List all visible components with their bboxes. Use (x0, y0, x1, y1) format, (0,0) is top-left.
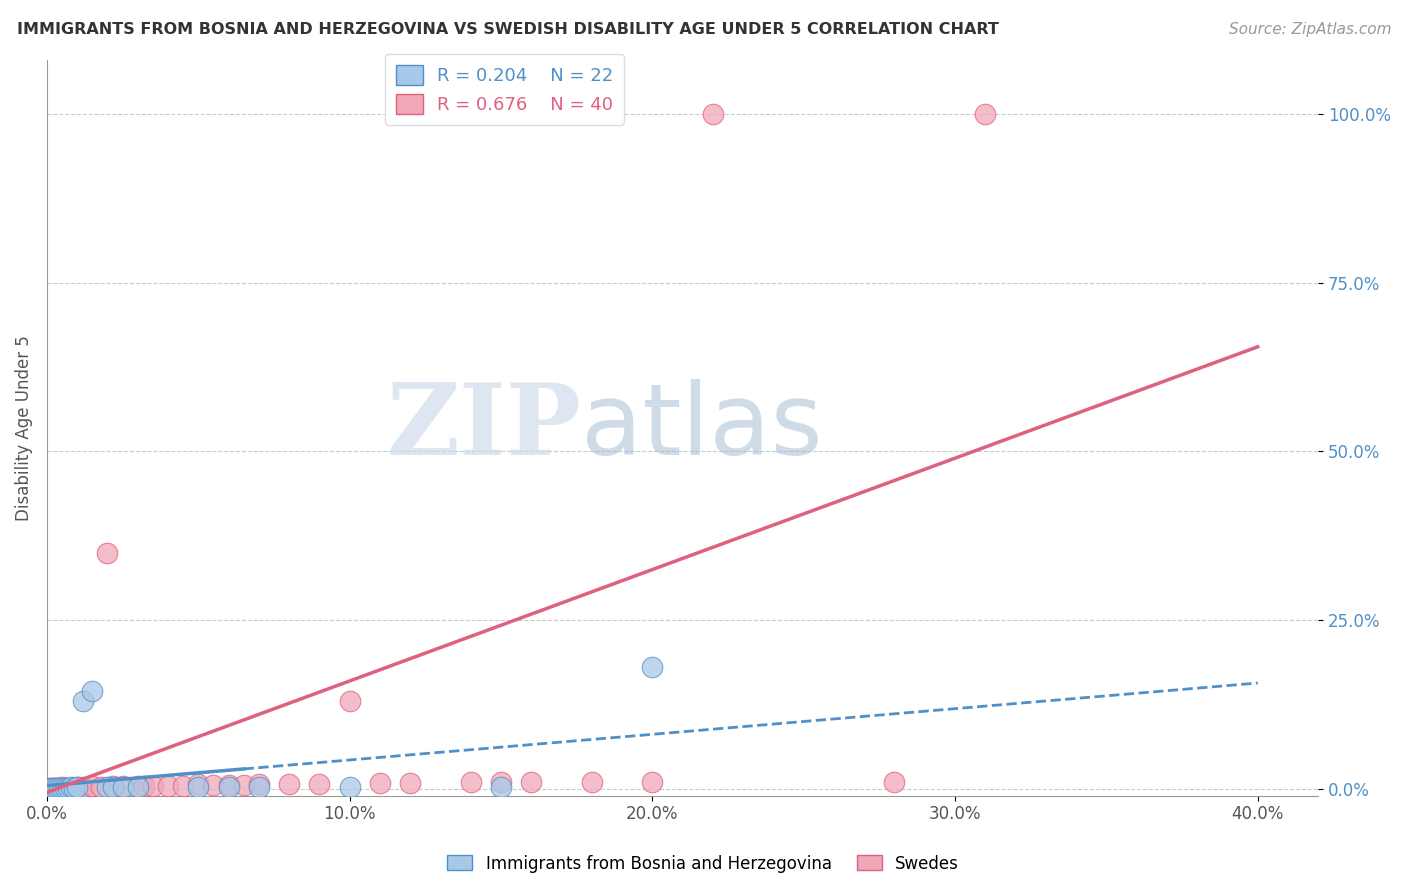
Point (66, 780, 89, 794)
Legend: R = 0.204    N = 22, R = 0.676    N = 40: R = 0.204 N = 22, R = 0.676 N = 40 (385, 54, 624, 125)
Point (51, 780, 73, 794)
Point (581, 775, 603, 789)
Point (42, 780, 65, 795)
Point (63, 780, 86, 795)
Point (132, 780, 155, 794)
Point (42, 780, 65, 795)
Point (702, 107, 724, 121)
Point (218, 780, 240, 794)
Legend: Immigrants from Bosnia and Herzegovina, Swedes: Immigrants from Bosnia and Herzegovina, … (440, 848, 966, 880)
Text: Source: ZipAtlas.com: Source: ZipAtlas.com (1229, 22, 1392, 37)
Point (641, 660, 664, 674)
Point (883, 774, 905, 789)
Point (202, 778, 225, 792)
Point (45, 780, 67, 795)
Point (489, 780, 512, 794)
Y-axis label: Disability Age Under 5: Disability Age Under 5 (15, 334, 32, 521)
Point (156, 779, 179, 793)
Point (45, 780, 67, 795)
Point (90, 780, 112, 794)
Point (489, 775, 512, 789)
Point (339, 694, 361, 708)
Point (72, 780, 94, 794)
Point (63, 780, 86, 795)
Point (232, 778, 254, 792)
Point (187, 780, 209, 794)
Text: ZIP: ZIP (387, 379, 581, 476)
Point (974, 107, 997, 121)
Point (96, 546, 118, 560)
Point (641, 775, 664, 789)
Point (53, 780, 76, 795)
Point (103, 780, 125, 794)
Point (72, 694, 94, 708)
Point (111, 780, 134, 794)
Point (339, 780, 361, 794)
Point (56, 780, 79, 795)
Point (48, 780, 70, 795)
Point (82, 780, 104, 794)
Point (51, 780, 73, 795)
Text: atlas: atlas (581, 379, 823, 476)
Point (399, 776, 422, 790)
Point (48, 780, 70, 795)
Point (278, 777, 301, 791)
Point (60, 780, 83, 795)
Point (66, 780, 89, 794)
Point (82, 684, 104, 698)
Point (56, 780, 79, 795)
Point (69, 780, 91, 795)
Point (460, 775, 482, 789)
Point (520, 775, 543, 789)
Point (103, 780, 125, 794)
Point (142, 779, 165, 793)
Point (39, 780, 62, 795)
Point (53, 780, 76, 795)
Point (111, 780, 134, 794)
Point (60, 780, 83, 794)
Point (172, 780, 194, 794)
Point (127, 780, 149, 794)
Point (247, 780, 270, 794)
Point (187, 777, 209, 791)
Point (368, 776, 391, 790)
Point (127, 780, 149, 794)
Text: IMMIGRANTS FROM BOSNIA AND HERZEGOVINA VS SWEDISH DISABILITY AGE UNDER 5 CORRELA: IMMIGRANTS FROM BOSNIA AND HERZEGOVINA V… (17, 22, 998, 37)
Point (308, 776, 330, 790)
Point (39, 780, 62, 795)
Point (247, 777, 270, 791)
Point (96, 780, 118, 794)
Point (218, 778, 240, 792)
